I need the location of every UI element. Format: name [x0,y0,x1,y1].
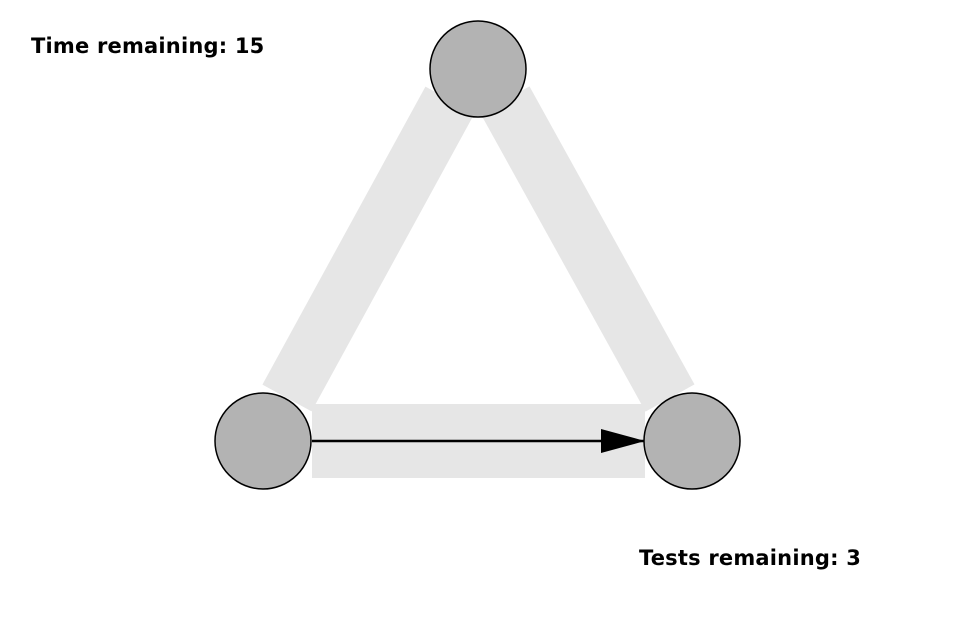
edge-band-left[interactable] [262,86,475,412]
tests-remaining-label: Tests remaining: 3 [639,546,862,570]
node-bottom-left[interactable] [214,392,312,490]
time-remaining-label: Time remaining: 15 [31,34,265,58]
node-bottom-right[interactable] [643,392,741,490]
edge-band-right[interactable] [480,86,695,412]
node-top[interactable] [429,20,527,118]
